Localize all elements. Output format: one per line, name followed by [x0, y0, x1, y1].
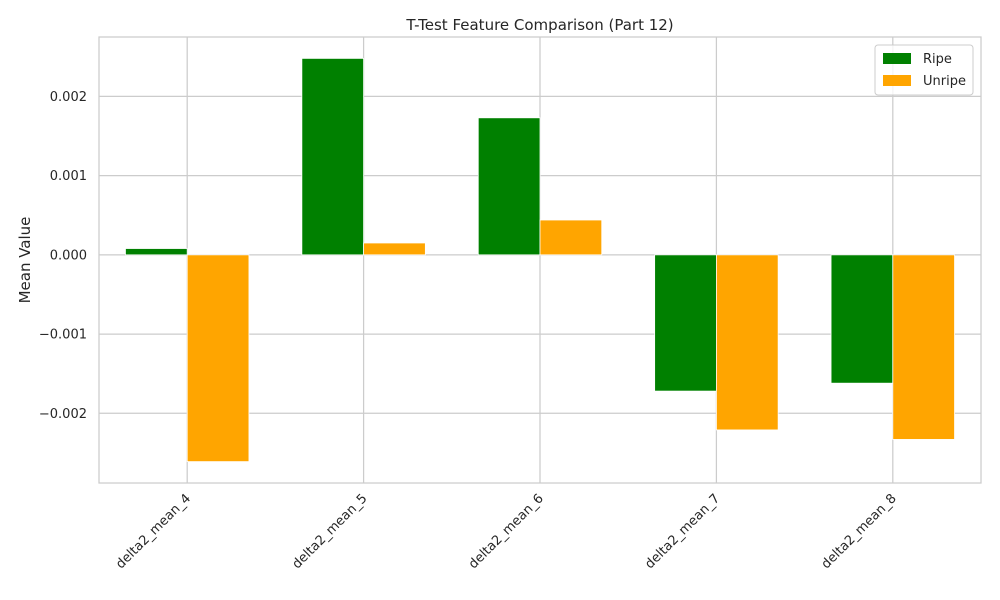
bar-ripe-delta2_mean_6	[477, 117, 541, 256]
y-tick-label: 0.002	[50, 90, 87, 105]
bar-unripe-delta2_mean_8	[892, 254, 955, 440]
bars	[125, 57, 955, 463]
bar-unripe-delta2_mean_5	[363, 242, 426, 256]
x-tick-label: delta2_mean_6	[466, 491, 547, 572]
y-tick-label: −0.001	[39, 328, 87, 343]
bar-ripe-delta2_mean_4	[125, 248, 188, 256]
legend-swatch-ripe	[883, 53, 911, 64]
y-tick-label: 0.000	[50, 248, 87, 263]
bar-ripe-delta2_mean_8	[830, 254, 894, 384]
chart-title: T-Test Feature Comparison (Part 12)	[405, 16, 673, 34]
y-tick-labels: −0.002 −0.001 0.000 0.001 0.002	[39, 90, 87, 422]
legend-label-ripe: Ripe	[923, 52, 952, 67]
y-axis-label: Mean Value	[16, 217, 34, 304]
x-tick-label: delta2_mean_8	[819, 491, 900, 572]
legend-swatch-unripe	[883, 75, 911, 86]
x-tick-labels: delta2_mean_4 delta2_mean_5 delta2_mean_6 d…	[113, 491, 899, 572]
bar-unripe-delta2_mean_7	[716, 254, 779, 431]
bar-unripe-delta2_mean_6	[539, 219, 603, 256]
bar-unripe-delta2_mean_4	[186, 254, 250, 463]
x-tick-label: delta2_mean_4	[113, 491, 194, 572]
plot-frame	[98, 36, 982, 484]
y-tick-label: 0.001	[50, 169, 87, 184]
bar-ripe-delta2_mean_5	[301, 57, 364, 256]
legend: Ripe Unripe	[874, 44, 974, 96]
bar-ripe-delta2_mean_7	[654, 254, 717, 392]
legend-label-unripe: Unripe	[923, 74, 966, 89]
y-tick-label: −0.002	[39, 407, 87, 422]
x-tick-label: delta2_mean_5	[290, 491, 371, 572]
x-tick-label: delta2_mean_7	[642, 491, 723, 572]
